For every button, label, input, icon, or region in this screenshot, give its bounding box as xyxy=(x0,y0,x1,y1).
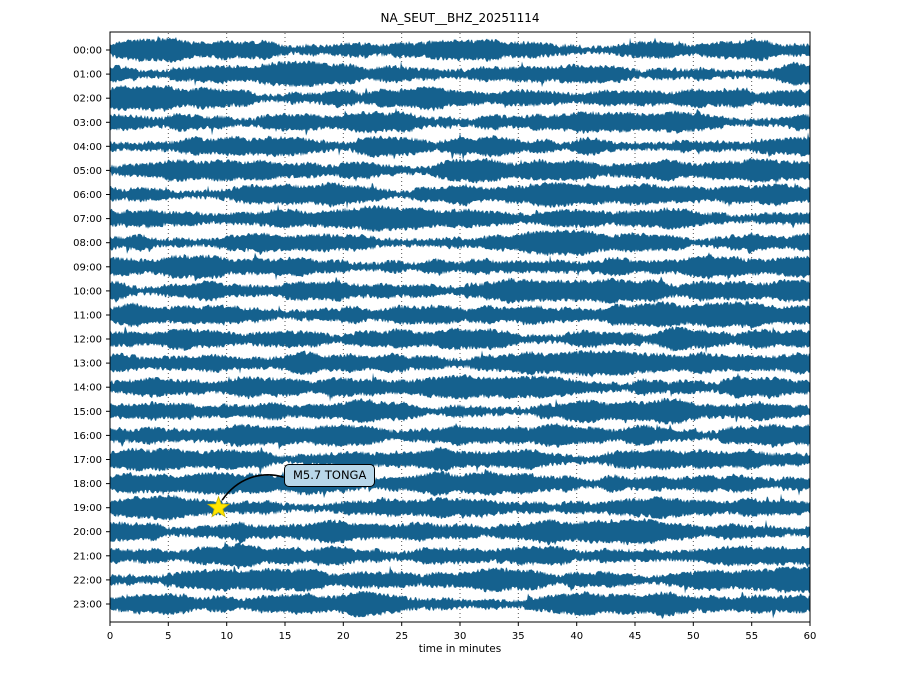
trace-row xyxy=(110,325,810,354)
trace-row xyxy=(110,590,810,619)
trace-row xyxy=(110,446,810,474)
trace-row xyxy=(110,229,810,257)
y-tick-label: 01:00 xyxy=(73,70,102,81)
x-tick-label: 55 xyxy=(745,631,758,642)
trace-row xyxy=(110,518,810,546)
y-tick-label: 12:00 xyxy=(73,335,102,346)
y-tick-label: 14:00 xyxy=(73,383,102,394)
x-tick-label: 35 xyxy=(512,631,525,642)
y-tick-label: 18:00 xyxy=(73,479,102,490)
x-tick-label: 20 xyxy=(337,631,350,642)
trace-row xyxy=(110,493,810,521)
y-tick-label: 23:00 xyxy=(73,600,102,611)
y-tick-label: 08:00 xyxy=(73,238,102,249)
trace-row xyxy=(110,300,810,330)
event-annotation-label: M5.7 TONGA xyxy=(293,468,367,482)
y-tick-label: 20:00 xyxy=(73,527,102,538)
x-tick-label: 40 xyxy=(570,631,583,642)
y-tick-label: 05:00 xyxy=(73,166,102,177)
trace-row xyxy=(110,204,810,232)
trace-row xyxy=(110,422,810,450)
y-tick-label: 04:00 xyxy=(73,142,102,153)
y-tick-label: 00:00 xyxy=(73,46,102,57)
y-axis: 00:00 01:00 02:00 03:00 04:00 05:00 06:00 07:00… xyxy=(73,46,110,611)
trace-row xyxy=(110,276,810,304)
y-tick-label: 13:00 xyxy=(73,359,102,370)
x-axis: 0 5 10 15 20 25 30 35 40 45 50 55 60 xyxy=(107,622,817,642)
waveform-traces xyxy=(110,35,810,619)
x-tick-label: 10 xyxy=(220,631,233,642)
x-tick-label: 25 xyxy=(395,631,408,642)
trace-row xyxy=(110,157,810,184)
x-tick-label: 45 xyxy=(629,631,642,642)
y-tick-label: 11:00 xyxy=(73,311,102,322)
trace-row xyxy=(110,565,810,594)
x-tick-label: 30 xyxy=(454,631,467,642)
y-tick-label: 10:00 xyxy=(73,286,102,297)
x-tick-label: 60 xyxy=(804,631,817,642)
x-tick-label: 5 xyxy=(165,631,171,642)
trace-row xyxy=(110,84,810,112)
trace-row xyxy=(110,132,810,161)
y-tick-label: 19:00 xyxy=(73,503,102,514)
y-tick-label: 15:00 xyxy=(73,407,102,418)
x-tick-label: 0 xyxy=(107,631,113,642)
trace-row xyxy=(110,349,810,378)
trace-row xyxy=(110,181,810,209)
trace-row xyxy=(110,60,810,88)
chart-title: NA_SEUT__BHZ_20251114 xyxy=(380,11,540,25)
y-tick-label: 06:00 xyxy=(73,190,102,201)
trace-row xyxy=(110,107,810,136)
y-tick-label: 07:00 xyxy=(73,214,102,225)
y-tick-label: 21:00 xyxy=(73,551,102,562)
trace-row xyxy=(110,252,810,282)
event-annotation: M5.7 TONGA xyxy=(284,464,376,487)
y-tick-label: 16:00 xyxy=(73,431,102,442)
x-tick-label: 15 xyxy=(279,631,292,642)
y-tick-label: 22:00 xyxy=(73,575,102,586)
trace-row xyxy=(110,397,810,425)
annotation-arrow xyxy=(221,474,284,501)
event-star-icon xyxy=(206,495,231,518)
trace-row xyxy=(110,35,810,63)
trace-row xyxy=(110,372,810,402)
x-axis-label: time in minutes xyxy=(418,643,502,655)
x-tick-label: 50 xyxy=(687,631,700,642)
y-tick-label: 03:00 xyxy=(73,118,102,129)
trace-row xyxy=(110,541,810,570)
y-tick-label: 09:00 xyxy=(73,262,102,273)
y-tick-label: 02:00 xyxy=(73,94,102,105)
y-tick-label: 17:00 xyxy=(73,455,102,466)
